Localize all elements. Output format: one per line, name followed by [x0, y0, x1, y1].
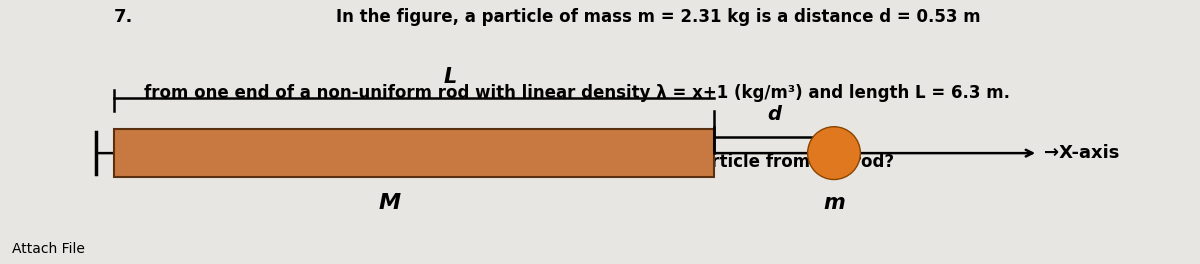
Text: M: M	[379, 193, 401, 213]
Bar	[114, 129, 714, 177]
Text: m: m	[823, 193, 845, 213]
Text: Attach File: Attach File	[12, 242, 85, 256]
Text: d: d	[767, 105, 781, 124]
Text: →X-axis: →X-axis	[1044, 144, 1120, 162]
Text: 7.: 7.	[114, 8, 133, 26]
Text: from one end of a non-uniform rod with linear density λ = x+1 (kg/m³) and length: from one end of a non-uniform rod with l…	[144, 84, 1010, 102]
Ellipse shape	[808, 127, 860, 180]
Text: L: L	[443, 67, 457, 87]
Text: In the figure, a particle of mass m = 2.31 kg is a distance d = 0.53 m: In the figure, a particle of mass m = 2.…	[336, 8, 980, 26]
Text: What is the magnitude of the gravitational force F on the particle from the rod?: What is the magnitude of the gravitation…	[144, 153, 894, 171]
